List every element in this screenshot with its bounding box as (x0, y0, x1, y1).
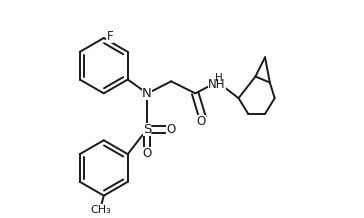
Text: NH: NH (208, 78, 226, 91)
Text: F: F (107, 30, 113, 43)
Text: O: O (166, 123, 175, 136)
Text: CH₃: CH₃ (91, 205, 111, 215)
Text: S: S (143, 123, 151, 136)
Text: N: N (142, 87, 152, 100)
Text: O: O (197, 115, 206, 128)
Text: O: O (142, 147, 152, 160)
Text: H: H (215, 73, 223, 83)
